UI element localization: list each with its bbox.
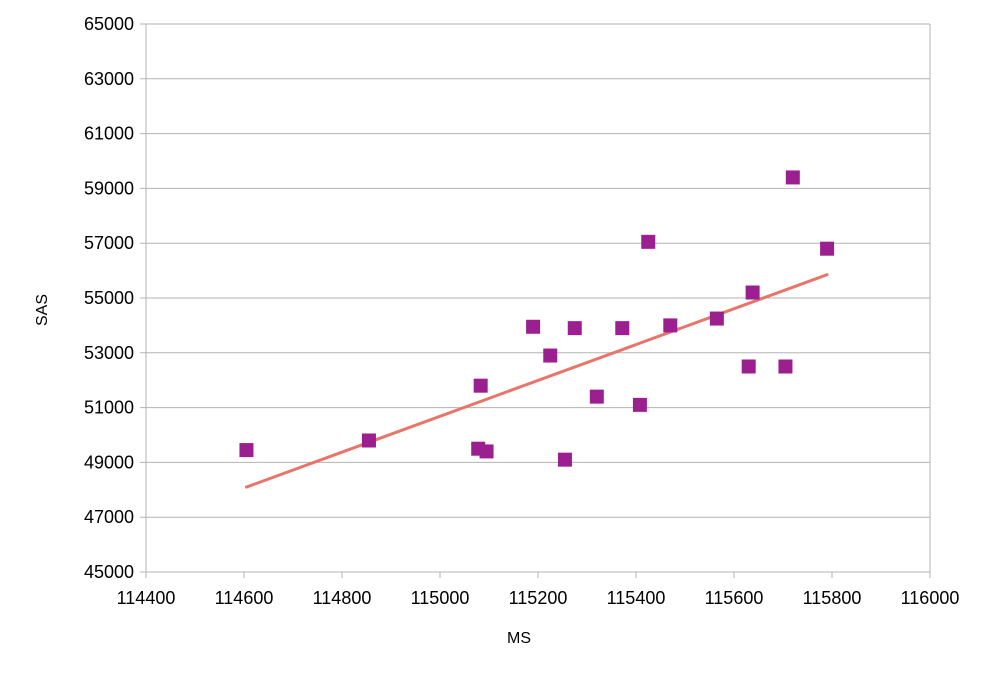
x-tick-label: 114800 <box>313 588 372 608</box>
data-point <box>820 241 835 256</box>
data-point <box>473 378 488 393</box>
data-point <box>785 170 800 185</box>
data-point <box>589 389 604 404</box>
y-tick-label: 59000 <box>84 178 134 198</box>
y-tick-label: 55000 <box>84 288 134 308</box>
data-point <box>778 359 793 374</box>
x-tick-label: 115600 <box>705 588 764 608</box>
y-tick-label: 49000 <box>84 452 134 472</box>
y-tick-label: 45000 <box>84 562 134 582</box>
x-tick-label: 115800 <box>803 588 862 608</box>
x-tick-label: 115200 <box>509 588 568 608</box>
y-tick-label: 53000 <box>84 343 134 363</box>
x-tick-label: 115400 <box>607 588 666 608</box>
data-point <box>745 285 760 300</box>
data-point <box>361 433 376 448</box>
data-point <box>479 444 494 459</box>
axes <box>145 24 931 578</box>
data-point <box>632 397 647 412</box>
x-tick-label: 115000 <box>411 588 470 608</box>
data-point <box>239 443 254 458</box>
x-tick-label: 114600 <box>215 588 274 608</box>
grid-lines <box>140 23 930 573</box>
data-point <box>741 359 756 374</box>
data-point <box>663 318 678 333</box>
data-point <box>615 321 630 336</box>
y-tick-label: 47000 <box>84 507 134 527</box>
data-point <box>709 311 724 326</box>
y-axis-title: SAS <box>34 294 51 326</box>
data-points <box>239 170 835 467</box>
x-axis-title: MS <box>507 630 531 647</box>
x-tick-labels: 114400 114600 114800 115000 115200 115400 1156… <box>117 588 960 608</box>
x-tick-label: 116000 <box>901 588 960 608</box>
data-point <box>526 319 541 334</box>
y-tick-label: 61000 <box>84 124 134 144</box>
y-tick-label: 51000 <box>84 398 134 418</box>
y-tick-label: 57000 <box>84 233 134 253</box>
x-tick-label: 114400 <box>117 588 176 608</box>
trendline <box>244 273 829 489</box>
trendline-layer <box>244 273 829 489</box>
data-point <box>557 452 572 467</box>
y-tick-label: 63000 <box>84 69 134 89</box>
data-point <box>567 321 582 336</box>
data-point <box>543 348 558 363</box>
y-tick-label: 65000 <box>84 14 134 34</box>
y-tick-labels: 45000 47000 49000 51000 53000 55000 57000 59000… <box>84 14 134 582</box>
data-point <box>641 234 656 249</box>
